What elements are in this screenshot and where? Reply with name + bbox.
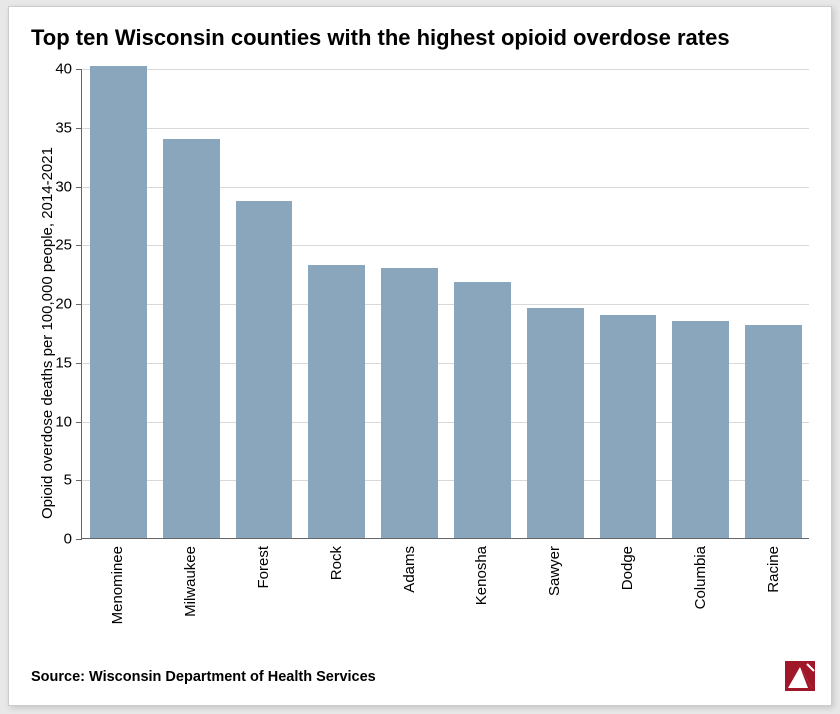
publisher-logo-icon bbox=[785, 661, 815, 691]
x-tick-label: Menominee bbox=[109, 538, 126, 624]
y-tick bbox=[76, 69, 82, 70]
y-tick-label: 25 bbox=[55, 237, 72, 254]
y-tick bbox=[76, 422, 82, 423]
y-tick-label: 5 bbox=[64, 472, 72, 489]
x-tick-label: Kenosha bbox=[473, 538, 490, 605]
bar bbox=[236, 201, 293, 538]
y-tick bbox=[76, 128, 82, 129]
bar bbox=[745, 325, 802, 538]
bar bbox=[308, 265, 365, 538]
x-tick-label: Milwaukee bbox=[182, 538, 199, 617]
y-tick-label: 20 bbox=[55, 296, 72, 313]
bar bbox=[600, 315, 657, 538]
y-tick-label: 35 bbox=[55, 119, 72, 136]
y-tick bbox=[76, 363, 82, 364]
x-tick-label: Adams bbox=[401, 538, 418, 593]
bar bbox=[672, 321, 729, 538]
y-tick bbox=[76, 245, 82, 246]
source-text: Source: Wisconsin Department of Health S… bbox=[31, 669, 376, 685]
y-tick bbox=[76, 304, 82, 305]
y-tick-label: 40 bbox=[55, 61, 72, 78]
y-tick bbox=[76, 539, 82, 540]
y-tick-label: 10 bbox=[55, 413, 72, 430]
bar bbox=[527, 308, 584, 538]
chart-card: Top ten Wisconsin counties with the high… bbox=[8, 6, 832, 706]
y-tick bbox=[76, 480, 82, 481]
y-tick-label: 15 bbox=[55, 354, 72, 371]
x-tick-label: Forest bbox=[255, 538, 272, 589]
grid-line bbox=[82, 69, 809, 70]
y-tick-label: 0 bbox=[64, 531, 72, 548]
bar bbox=[381, 268, 438, 538]
bar bbox=[454, 282, 511, 538]
x-tick-label: Sawyer bbox=[546, 538, 563, 596]
grid-line bbox=[82, 128, 809, 129]
x-tick-label: Dodge bbox=[619, 538, 636, 590]
y-tick bbox=[76, 187, 82, 188]
plot-area: 0510152025303540MenomineeMilwaukeeForest… bbox=[81, 69, 809, 539]
chart-title: Top ten Wisconsin counties with the high… bbox=[31, 25, 730, 51]
bar bbox=[163, 139, 220, 539]
x-tick-label: Racine bbox=[765, 538, 782, 593]
y-tick-label: 30 bbox=[55, 178, 72, 195]
bar bbox=[90, 66, 147, 538]
x-tick-label: Rock bbox=[328, 538, 345, 580]
x-tick-label: Columbia bbox=[692, 538, 709, 609]
y-axis-title: Opioid overdose deaths per 100,000 peopl… bbox=[39, 147, 56, 519]
